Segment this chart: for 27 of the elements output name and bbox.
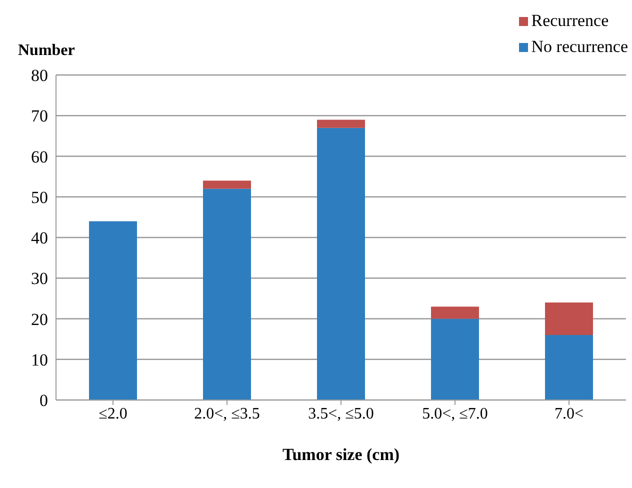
bar [431,318,479,400]
bar [89,221,137,400]
y-tick-label: 80 [31,66,48,86]
x-tick-label: 5.0<, ≤7.0 [422,405,488,422]
y-tick-label: 20 [31,310,48,329]
y-tick-label: 60 [31,147,48,166]
x-tick-label: 3.5<, ≤5.0 [308,405,374,422]
bar [431,306,479,319]
x-tick-label: ≤2.0 [98,405,128,422]
y-tick-label: 40 [31,228,48,248]
y-tick-label: 0 [40,391,48,410]
y-axis-title: Number [18,42,75,60]
legend-label: No recurrence [531,37,628,57]
x-tick-label: 2.0<, ≤3.5 [194,405,260,422]
bar [317,120,365,128]
bar [203,180,251,189]
bar [545,302,593,335]
y-tick-label: 50 [31,188,48,207]
x-tick-label: 7.0< [554,405,584,422]
x-axis-title: Tumor size (cm) [282,445,400,464]
y-tick-label: 70 [31,106,48,126]
y-tick-label: 10 [31,350,48,370]
bar [317,128,365,400]
bar [203,188,251,400]
y-tick-label: 30 [31,269,48,288]
bar [545,335,593,400]
legend-label: Recurrence [531,11,609,31]
